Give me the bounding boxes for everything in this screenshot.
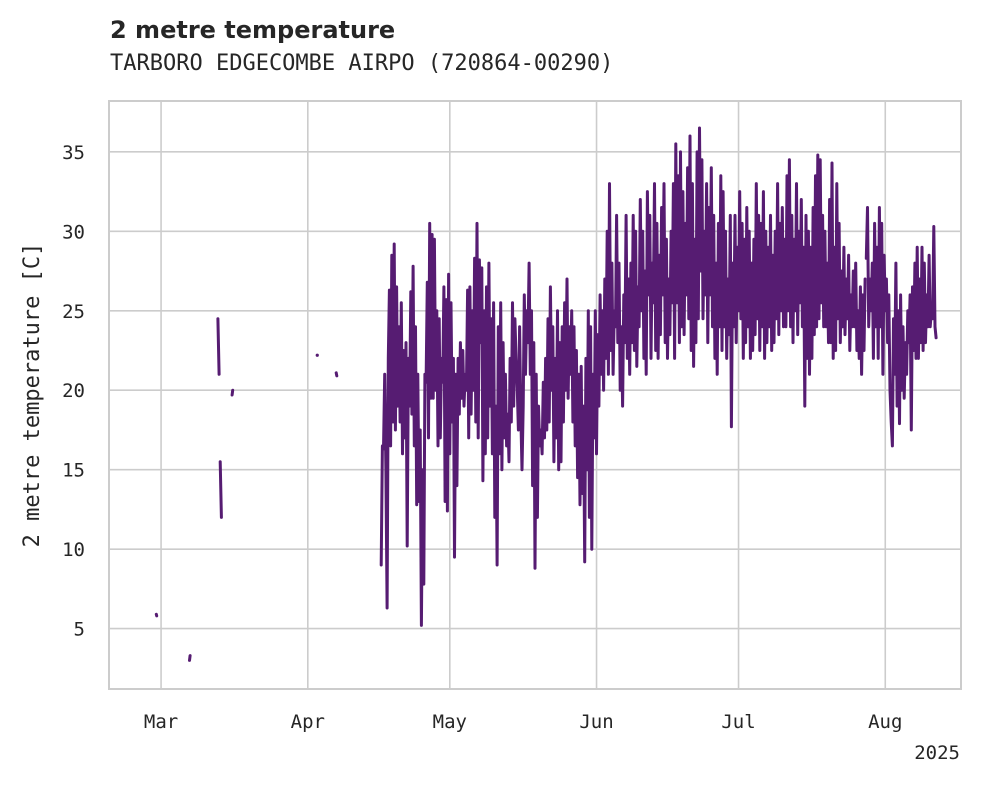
y-axis-ticks: 5 10 15 20 25 30 35 (62, 142, 85, 641)
series-line-segment (379, 126, 867, 627)
y-tick-label: 20 (62, 380, 85, 402)
y-tick-label: 30 (62, 221, 85, 243)
x-axis-year-label: 2025 (914, 742, 960, 764)
chart-title: 2 metre temperature (110, 16, 396, 44)
chart-subtitle: TARBORO EDGECOMBE AIRPO (720864-00290) (110, 51, 614, 76)
x-axis-ticks: Mar Apr May Jun Jul Aug (144, 711, 903, 733)
y-tick-label: 5 (74, 619, 85, 641)
y-axis-label: 2 metre temperature [C] (20, 243, 45, 548)
y-tick-label: 15 (62, 460, 85, 482)
series-temperature (154, 126, 938, 662)
x-tick-label: Aug (868, 711, 902, 733)
series-line-segment (216, 317, 221, 376)
y-tick-label: 10 (62, 539, 85, 561)
x-tick-label: Apr (291, 711, 325, 733)
x-tick-label: May (433, 711, 467, 733)
series-line-segment (188, 654, 192, 662)
y-tick-label: 25 (62, 301, 85, 323)
x-tick-label: Jun (579, 711, 613, 733)
series-line-segment (334, 371, 339, 378)
series-line-segment (230, 388, 235, 397)
x-tick-label: Jul (721, 711, 755, 733)
data-point (315, 353, 319, 357)
series-line-segment (218, 460, 223, 519)
plot-frame (108, 100, 962, 690)
y-tick-label: 35 (62, 142, 85, 164)
series-line-segment (864, 206, 938, 448)
x-tick-label: Mar (144, 711, 178, 733)
